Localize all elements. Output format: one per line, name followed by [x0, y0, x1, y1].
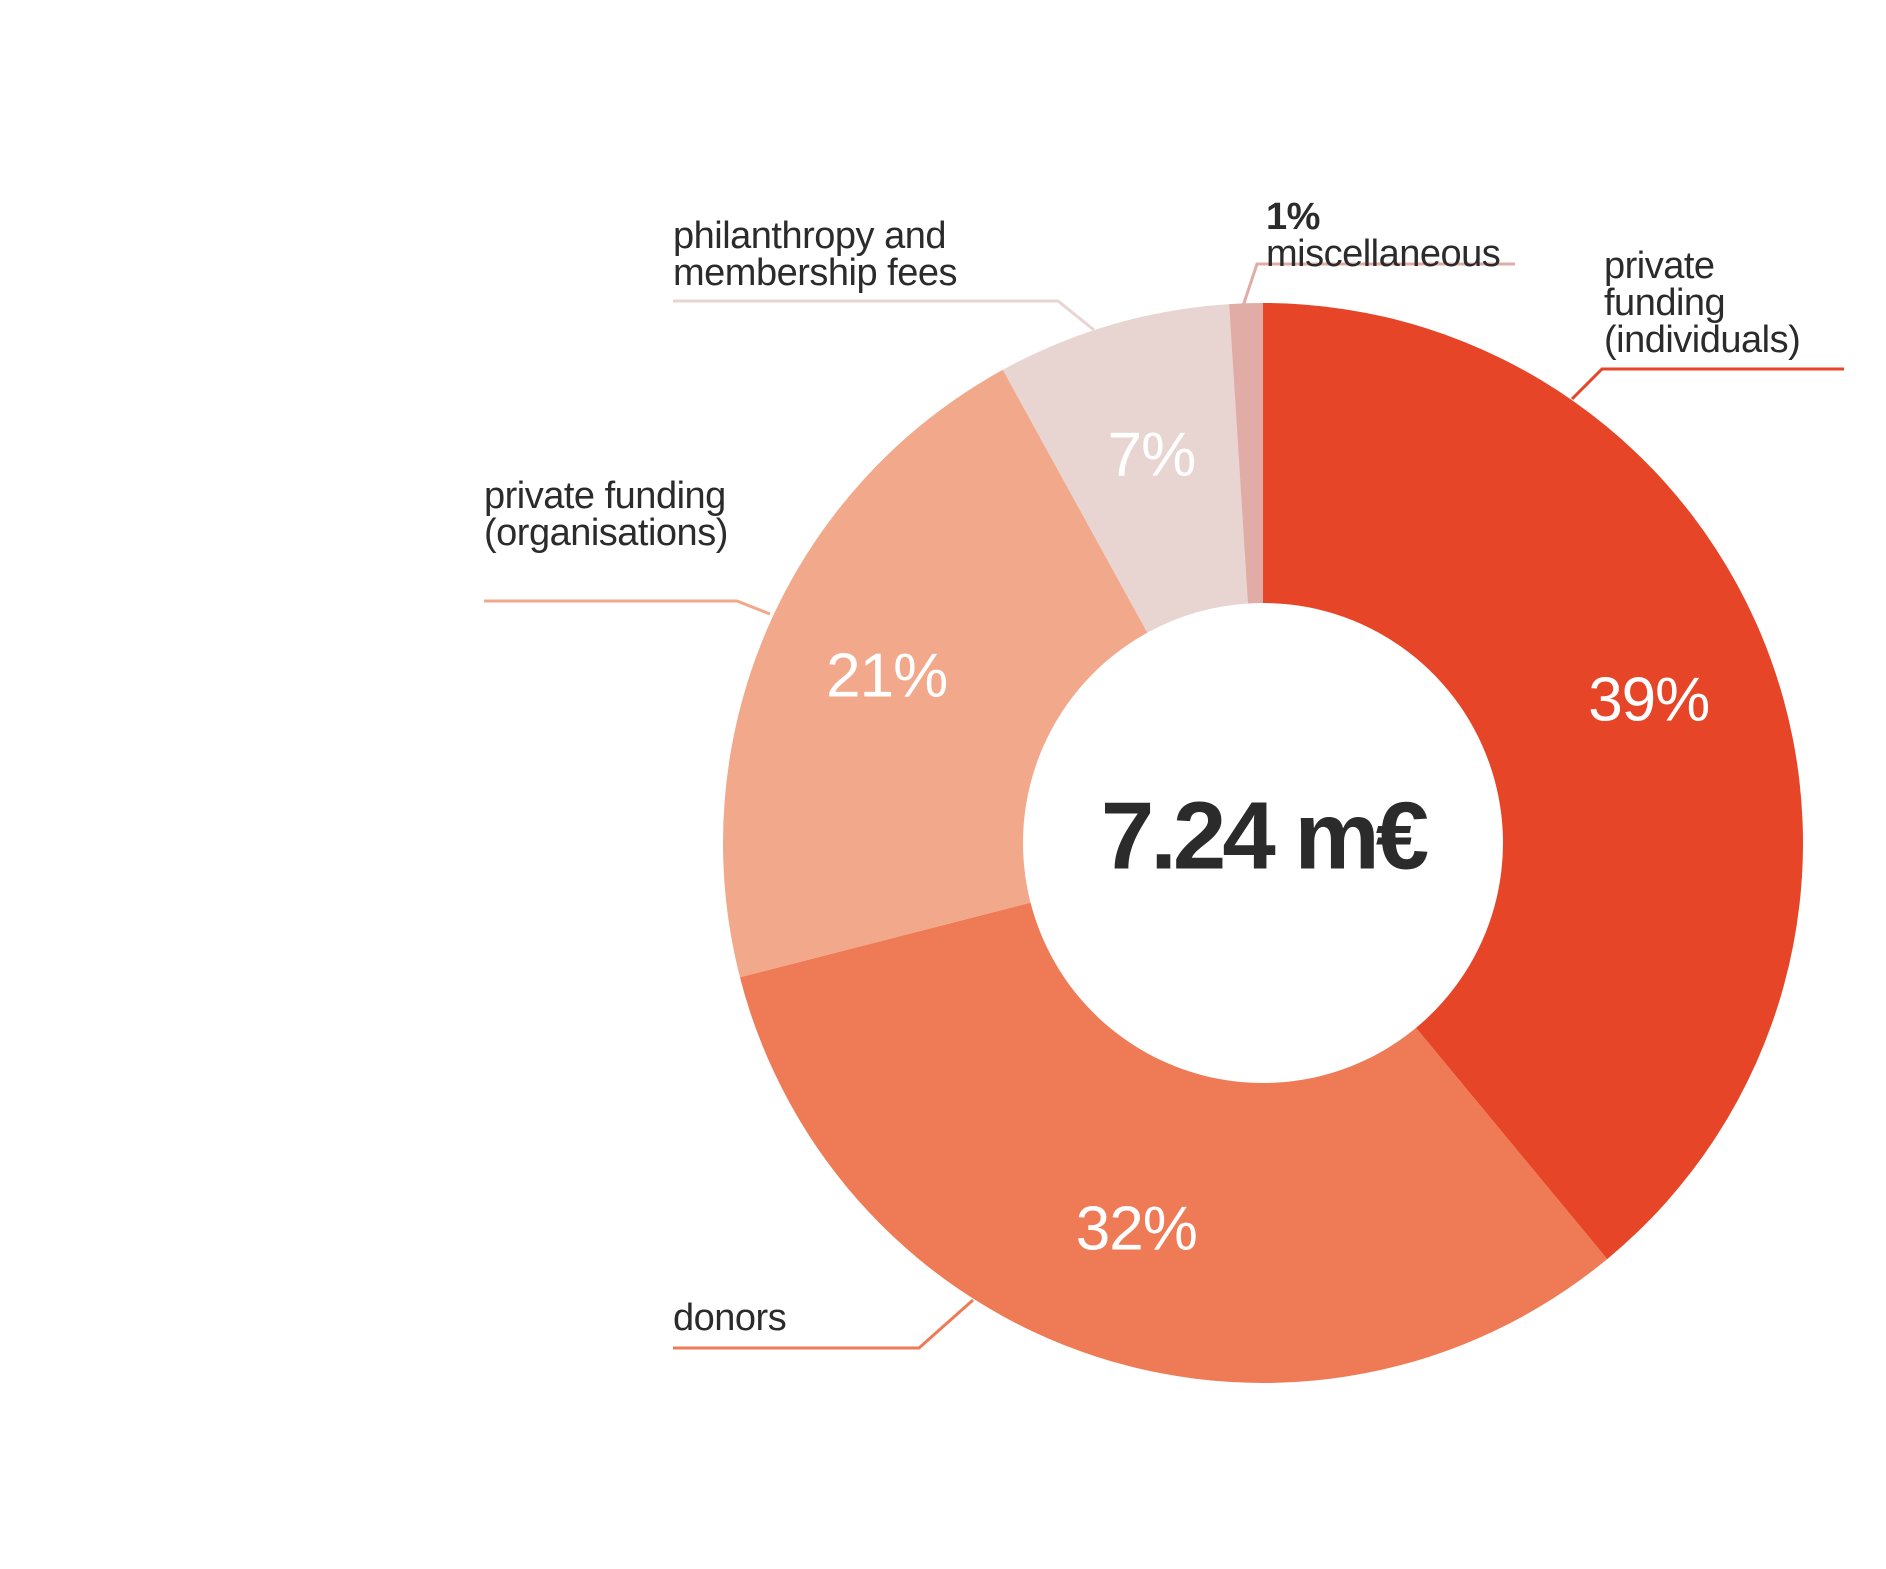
- legend-label: miscellaneous: [1266, 233, 1501, 275]
- center-label: 7.24 m€: [1101, 782, 1428, 889]
- value-label: 32%: [1076, 1194, 1197, 1263]
- legend-label: philanthropy and membership fees: [673, 215, 957, 294]
- leader-line: [673, 1298, 974, 1350]
- legend-entry: private funding (organisations): [484, 475, 728, 554]
- donut-slice: [723, 369, 1148, 978]
- donut-slice: [1229, 303, 1263, 604]
- value-label: 39%: [1588, 665, 1709, 734]
- value-label: 1%: [1266, 196, 1320, 238]
- legend-entry: donors: [673, 1297, 787, 1339]
- donut-slice: [1002, 304, 1248, 633]
- legend-entry: 1% miscellaneous: [1266, 196, 1501, 275]
- legend-label: private funding (organisations): [484, 475, 728, 554]
- value-label: 21%: [826, 642, 947, 711]
- donut-slice: [739, 902, 1608, 1383]
- legend-label: donors: [673, 1297, 787, 1339]
- legend-entry: private funding (individuals): [1604, 245, 1801, 361]
- donut-slice: [1263, 303, 1803, 1260]
- legend-label: private funding (individuals): [1604, 245, 1801, 361]
- leader-line: [484, 599, 771, 616]
- value-label: 7%: [1108, 420, 1196, 489]
- legend-entry: philanthropy and membership fees: [673, 215, 1033, 294]
- leader-line: [1570, 367, 1844, 401]
- leader-line: [673, 299, 1095, 332]
- leader-line: [1241, 262, 1515, 307]
